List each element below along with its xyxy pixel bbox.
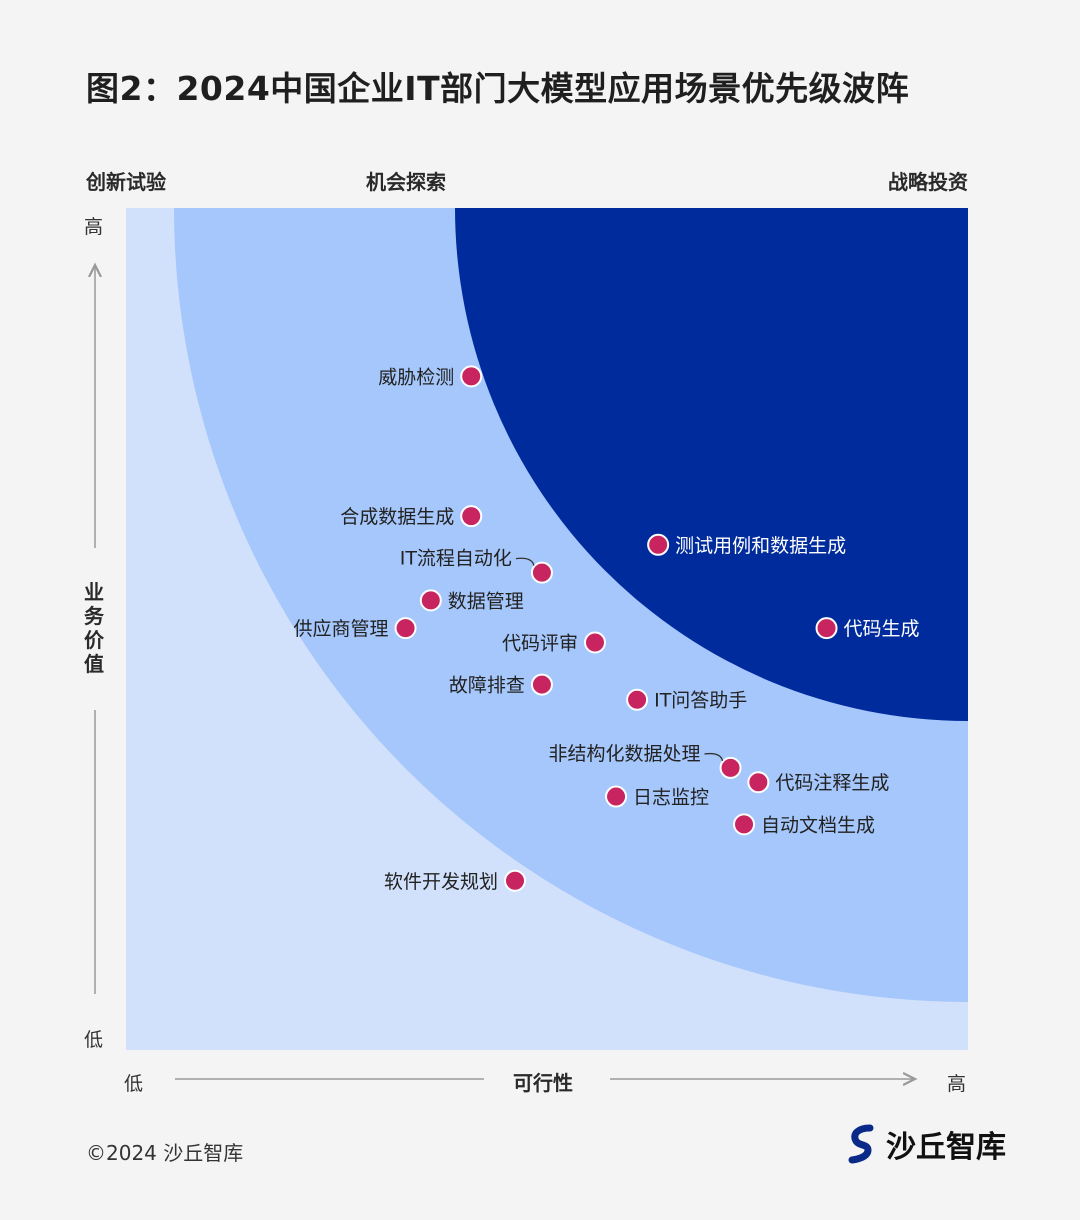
data-point-9: IT问答助手	[626, 688, 747, 712]
data-point-label: IT流程自动化	[400, 548, 512, 570]
data-point-7: 代码评审	[502, 631, 606, 654]
data-point-11: 代码注释生成	[747, 771, 889, 794]
data-point-label: 测试用例和数据生成	[675, 535, 846, 557]
data-point-marker	[530, 673, 553, 696]
y-axis-high-label: 高	[84, 216, 104, 238]
y-axis-low-label: 低	[84, 1029, 104, 1051]
brand-name: 沙丘智库	[886, 1130, 1006, 1165]
data-point-label: 代码生成	[844, 618, 920, 640]
data-point-marker	[605, 785, 628, 808]
data-point-marker	[460, 505, 483, 528]
x-axis-high-label: 高	[947, 1073, 967, 1095]
data-point-8: 故障排查	[449, 673, 553, 697]
y-axis-title: 业务价值	[84, 580, 104, 676]
data-point-label: 软件开发规划	[384, 871, 498, 893]
data-point-5: 供应商管理	[294, 617, 417, 640]
data-point-label: 数据管理	[448, 590, 524, 612]
s-wave-logo-icon	[848, 1124, 874, 1164]
zone-band-inner	[455, 208, 968, 721]
zone-label-strategic: 战略投资	[888, 170, 968, 194]
zone-label-opportunity: 机会探索	[366, 170, 446, 194]
data-point-marker	[504, 869, 527, 892]
data-point-label: 代码评审	[502, 632, 578, 654]
zone-label-innovation: 创新试验	[86, 170, 166, 194]
data-point-3: IT流程自动化	[400, 548, 553, 584]
data-point-12: 日志监控	[605, 785, 709, 809]
data-point-label: 自动文档生成	[761, 814, 875, 836]
x-axis-low-label: 低	[124, 1073, 144, 1095]
data-point-marker	[583, 631, 606, 654]
data-point-label: 代码注释生成	[775, 772, 889, 794]
data-point-marker	[747, 771, 770, 794]
data-point-label: 供应商管理	[294, 618, 389, 640]
copyright-footer: ©2024 沙丘智库	[86, 1141, 244, 1165]
leader-line	[515, 557, 535, 566]
data-point-label: 合成数据生成	[340, 506, 454, 528]
x-axis-title: 可行性	[513, 1071, 573, 1095]
chart-title: 图2：2024中国企业IT部门大模型应用场景优先级波阵	[86, 69, 910, 108]
data-point-label: IT问答助手	[654, 690, 747, 712]
brand-logo: 沙丘智库	[846, 1122, 1006, 1166]
data-point-14: 软件开发规划	[384, 869, 527, 893]
data-point-marker	[733, 813, 756, 836]
data-point-10: 非结构化数据处理	[549, 743, 742, 779]
data-point-0: 威胁检测	[378, 365, 483, 388]
data-point-13: 自动文档生成	[733, 813, 875, 836]
data-point-marker	[647, 533, 670, 556]
data-point-marker	[530, 561, 553, 584]
data-point-1: 合成数据生成	[340, 505, 483, 528]
leader-line	[704, 752, 724, 762]
data-point-4: 数据管理	[419, 589, 524, 612]
data-point-marker	[460, 365, 483, 388]
data-point-label: 非结构化数据处理	[549, 743, 701, 765]
data-point-label: 威胁检测	[378, 366, 454, 388]
data-point-label: 故障排查	[449, 675, 525, 697]
data-point-2: 测试用例和数据生成	[647, 533, 846, 557]
data-point-marker	[626, 688, 649, 711]
data-point-label: 日志监控	[633, 787, 709, 809]
data-point-marker	[719, 756, 742, 779]
data-point-marker	[394, 617, 417, 640]
data-point-marker	[815, 617, 838, 640]
data-point-6: 代码生成	[815, 617, 920, 640]
data-point-marker	[419, 589, 442, 612]
